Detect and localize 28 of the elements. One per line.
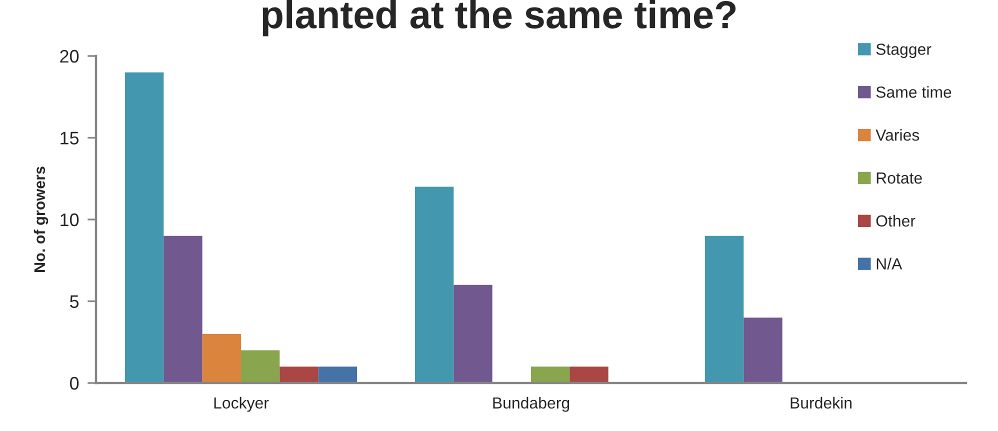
y-tick-label: 20 xyxy=(60,50,79,63)
bar xyxy=(164,236,202,383)
bar xyxy=(415,186,454,383)
legend-label: Stagger xyxy=(876,44,932,58)
bar xyxy=(744,318,782,383)
bar xyxy=(531,366,570,383)
x-tick-label: Bundaberg xyxy=(493,396,570,412)
bar xyxy=(454,284,492,383)
y-tick-label: 15 xyxy=(60,132,79,144)
bar xyxy=(570,366,608,383)
bar xyxy=(202,334,241,383)
legend-label: N/A xyxy=(876,258,902,270)
bar xyxy=(280,366,318,383)
legend-label: Other xyxy=(876,214,916,227)
bar xyxy=(241,350,280,383)
chart-title: planted at the same time? xyxy=(262,0,736,36)
legend-label: Varies xyxy=(876,129,920,141)
y-tick-label: 5 xyxy=(70,295,79,308)
y-axis-title: No. of growers xyxy=(34,166,48,272)
x-tick-label: Lockyer xyxy=(214,396,269,412)
legend-label: Rotate xyxy=(876,172,922,184)
legend-label: Same time xyxy=(876,86,952,98)
bar xyxy=(125,72,164,383)
x-tick-label: Burdekin xyxy=(790,396,852,409)
y-tick-label: 10 xyxy=(60,213,79,226)
bar xyxy=(318,366,357,383)
y-tick-label: 0 xyxy=(70,376,79,390)
bar xyxy=(705,236,744,383)
